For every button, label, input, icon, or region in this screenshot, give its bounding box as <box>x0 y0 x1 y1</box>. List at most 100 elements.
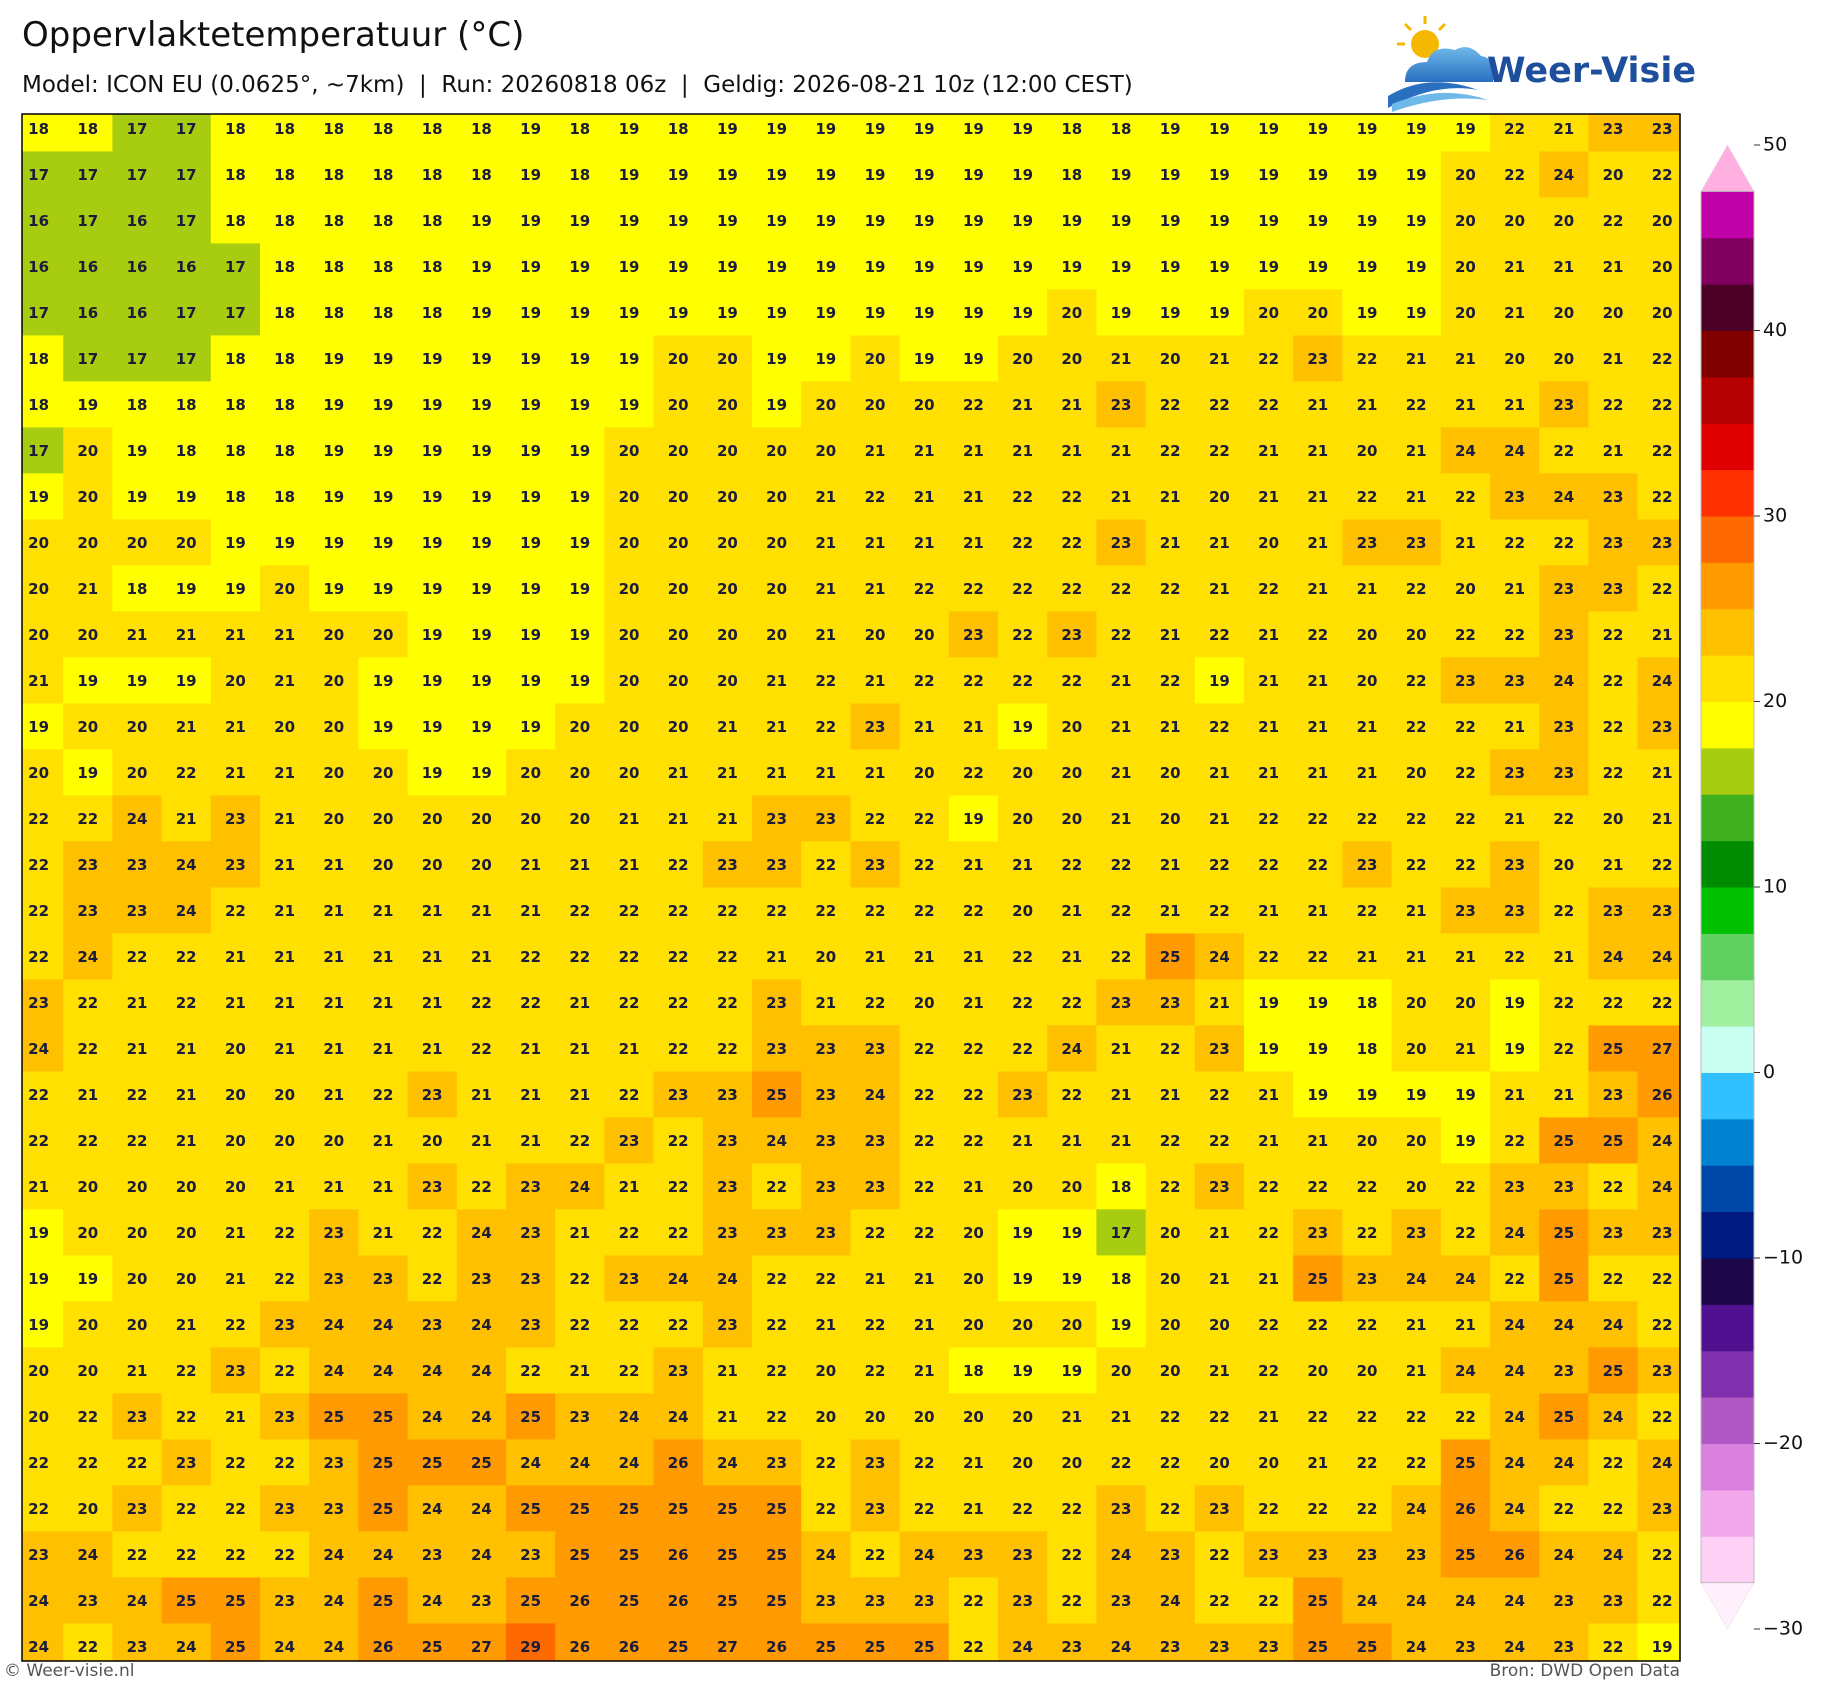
temperature-cell <box>1244 427 1294 474</box>
temperature-label: 17 <box>176 166 197 184</box>
temperature-label: 19 <box>1209 212 1230 230</box>
temperature-label: 24 <box>422 1362 443 1380</box>
temperature-cell <box>407 1347 458 1394</box>
temperature-cell <box>161 749 212 796</box>
temperature-cell <box>358 473 409 520</box>
temperature-cell <box>1047 887 1097 934</box>
temperature-cell <box>260 519 310 566</box>
temperature-cell <box>358 657 409 704</box>
temperature-cell <box>1539 887 1589 934</box>
temperature-label: 20 <box>1406 1132 1427 1150</box>
temperature-label: 20 <box>1455 994 1476 1012</box>
temperature-label: 19 <box>1406 166 1427 184</box>
temperature-label: 23 <box>1652 1362 1673 1380</box>
temperature-label: 19 <box>471 718 492 736</box>
temperature-cell <box>1194 657 1245 704</box>
temperature-label: 24 <box>323 1546 344 1564</box>
temperature-label: 24 <box>619 1408 640 1426</box>
temperature-label: 24 <box>471 1362 492 1380</box>
temperature-label: 21 <box>1258 902 1279 920</box>
temperature-cell <box>210 703 261 750</box>
temperature-label: 22 <box>1553 994 1574 1012</box>
temperature-label: 19 <box>963 166 984 184</box>
temperature-cell <box>112 565 163 612</box>
temperature-label: 18 <box>1061 120 1082 138</box>
temperature-label: 21 <box>176 1132 197 1150</box>
temperature-label: 23 <box>865 1040 886 1058</box>
temperature-cell <box>555 1301 605 1348</box>
temperature-cell <box>1047 1577 1097 1624</box>
temperature-label: 16 <box>28 212 49 230</box>
colorbar-segment <box>1701 191 1754 239</box>
temperature-label: 21 <box>176 1316 197 1334</box>
temperature-label: 21 <box>815 1316 836 1334</box>
temperature-label: 21 <box>1455 1316 1476 1334</box>
temperature-cell <box>1342 1623 1393 1661</box>
temperature-label: 19 <box>77 396 98 414</box>
temperature-cell <box>555 611 605 658</box>
temperature-cell <box>456 657 507 704</box>
temperature-label: 24 <box>1603 948 1624 966</box>
temperature-label: 23 <box>1061 1638 1082 1656</box>
temperature-cell <box>407 381 458 428</box>
temperature-label: 20 <box>323 810 344 828</box>
temperature-label: 23 <box>865 856 886 874</box>
temperature-cell <box>1194 1117 1245 1164</box>
temperature-label: 22 <box>471 994 492 1012</box>
temperature-cell <box>63 473 113 520</box>
temperature-label: 21 <box>274 1040 295 1058</box>
temperature-cell <box>801 1485 851 1532</box>
temperature-cell <box>1391 841 1442 888</box>
temperature-label: 21 <box>373 994 394 1012</box>
temperature-cell <box>1490 703 1540 750</box>
temperature-cell <box>653 197 704 244</box>
temperature-label: 23 <box>28 1546 49 1564</box>
temperature-cell <box>1244 1531 1294 1578</box>
temperature-cell <box>506 1025 556 1072</box>
temperature-label: 23 <box>1357 1270 1378 1288</box>
temperature-cell <box>555 1255 605 1302</box>
temperature-cell <box>456 1439 507 1486</box>
temperature-label: 22 <box>1504 166 1525 184</box>
temperature-cell <box>850 1209 901 1256</box>
temperature-cell <box>22 1071 64 1118</box>
temperature-cell <box>210 381 261 428</box>
temperature-label: 21 <box>1111 810 1132 828</box>
temperature-label: 22 <box>28 1086 49 1104</box>
temperature-label: 25 <box>225 1638 246 1656</box>
temperature-cell <box>1637 1209 1680 1256</box>
temperature-label: 19 <box>520 442 541 460</box>
temperature-cell <box>22 1255 64 1302</box>
temperature-label: 19 <box>77 764 98 782</box>
temperature-label: 20 <box>1061 718 1082 736</box>
temperature-label: 23 <box>1455 1638 1476 1656</box>
temperature-label: 22 <box>1012 580 1033 598</box>
temperature-label: 22 <box>1160 1408 1181 1426</box>
temperature-cell <box>63 1623 113 1661</box>
temperature-label: 21 <box>1012 396 1033 414</box>
temperature-cell <box>1293 1071 1343 1118</box>
temperature-cell <box>1391 611 1442 658</box>
temperature-label: 20 <box>1357 626 1378 644</box>
temperature-cell <box>801 1209 851 1256</box>
temperature-cell <box>752 1255 802 1302</box>
temperature-label: 23 <box>1012 1546 1033 1564</box>
temperature-label: 22 <box>1012 672 1033 690</box>
temperature-cell <box>1047 1163 1097 1210</box>
temperature-label: 20 <box>1160 350 1181 368</box>
temperature-label: 21 <box>766 672 787 690</box>
temperature-label: 24 <box>1504 1316 1525 1334</box>
temperature-cell <box>1440 841 1491 888</box>
temperature-cell <box>1145 114 1196 152</box>
temperature-cell <box>555 473 605 520</box>
temperature-cell <box>1637 1393 1680 1440</box>
temperature-cell <box>260 1209 310 1256</box>
temperature-label: 19 <box>323 580 344 598</box>
temperature-cell <box>555 151 605 198</box>
temperature-label: 18 <box>422 166 443 184</box>
temperature-cell <box>998 703 1048 750</box>
temperature-cell <box>506 1117 556 1164</box>
temperature-cell <box>1588 1025 1639 1072</box>
temperature-cell <box>850 1623 901 1661</box>
temperature-cell <box>1440 611 1491 658</box>
